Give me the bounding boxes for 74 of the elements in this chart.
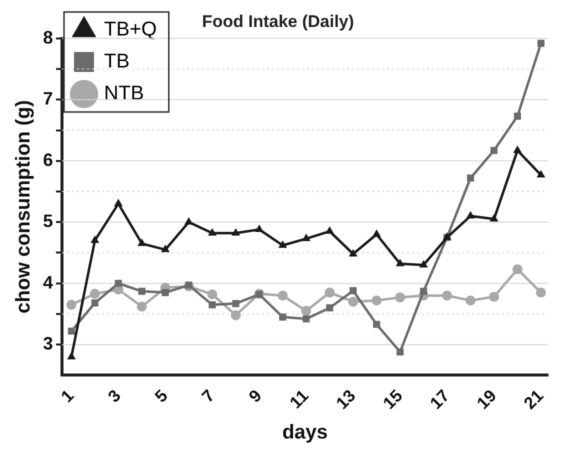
point bbox=[373, 320, 380, 328]
point bbox=[372, 229, 381, 237]
point bbox=[466, 210, 475, 218]
point bbox=[419, 260, 428, 268]
point bbox=[536, 288, 546, 298]
x-tick-label: 13 bbox=[332, 386, 360, 413]
point bbox=[442, 290, 452, 301]
point bbox=[348, 296, 358, 307]
point bbox=[230, 310, 241, 320]
point bbox=[489, 292, 499, 302]
point bbox=[325, 226, 334, 234]
y-tick-label: 6 bbox=[42, 150, 54, 170]
point bbox=[512, 264, 522, 274]
point bbox=[490, 146, 498, 154]
point bbox=[348, 248, 358, 256]
legend-label: TB+Q bbox=[104, 18, 157, 41]
x-tick-label: 15 bbox=[379, 386, 406, 413]
point bbox=[66, 300, 76, 310]
chart-title: Food Intake (Daily) bbox=[202, 12, 354, 31]
point bbox=[136, 302, 147, 312]
x-tick-label: 9 bbox=[245, 386, 266, 406]
y-tick-label: 8 bbox=[42, 27, 54, 48]
point bbox=[185, 282, 192, 289]
point bbox=[138, 238, 146, 246]
x-tick-label: 7 bbox=[198, 386, 218, 406]
point bbox=[278, 240, 288, 248]
x-tick-label: 21 bbox=[520, 386, 548, 413]
point bbox=[420, 288, 428, 295]
point bbox=[138, 288, 146, 295]
point bbox=[208, 228, 217, 236]
point bbox=[254, 224, 264, 232]
point bbox=[278, 290, 288, 301]
x-tick-label: 5 bbox=[151, 386, 172, 406]
x-tick-label: 1 bbox=[57, 386, 78, 406]
point bbox=[90, 288, 100, 299]
point bbox=[208, 301, 216, 308]
point bbox=[536, 170, 546, 178]
point bbox=[91, 299, 98, 306]
x-axis-title: days bbox=[282, 422, 328, 444]
point bbox=[324, 288, 335, 298]
y-axis-title: chow consumption (g) bbox=[12, 100, 35, 314]
point bbox=[114, 198, 123, 206]
x-tick-label: 11 bbox=[286, 386, 312, 412]
y-tick-label: 4 bbox=[42, 272, 54, 292]
y-tick-label: 5 bbox=[42, 211, 54, 232]
y-tick-label: 7 bbox=[42, 88, 54, 109]
legend-label: NTB bbox=[104, 82, 144, 105]
point bbox=[513, 145, 522, 153]
point bbox=[396, 258, 404, 266]
point bbox=[231, 228, 240, 236]
x-tick-label: 17 bbox=[426, 386, 454, 413]
point bbox=[350, 287, 357, 294]
point bbox=[302, 315, 310, 322]
x-tick-label: 3 bbox=[104, 386, 124, 406]
point bbox=[302, 234, 311, 242]
point bbox=[160, 244, 170, 252]
point bbox=[326, 304, 334, 312]
x-tick-label: 19 bbox=[473, 386, 500, 413]
point bbox=[207, 289, 218, 300]
y-tick-label: 3 bbox=[42, 334, 54, 354]
point bbox=[232, 300, 240, 308]
point bbox=[466, 174, 474, 182]
legend-label: TB bbox=[104, 50, 130, 73]
point bbox=[466, 295, 476, 306]
point bbox=[396, 348, 404, 356]
point bbox=[301, 306, 312, 316]
point bbox=[490, 214, 498, 222]
point bbox=[372, 295, 382, 306]
point bbox=[90, 235, 100, 243]
point bbox=[279, 313, 286, 321]
point bbox=[114, 280, 122, 287]
point bbox=[395, 292, 406, 302]
point bbox=[68, 328, 75, 335]
point bbox=[162, 289, 169, 296]
